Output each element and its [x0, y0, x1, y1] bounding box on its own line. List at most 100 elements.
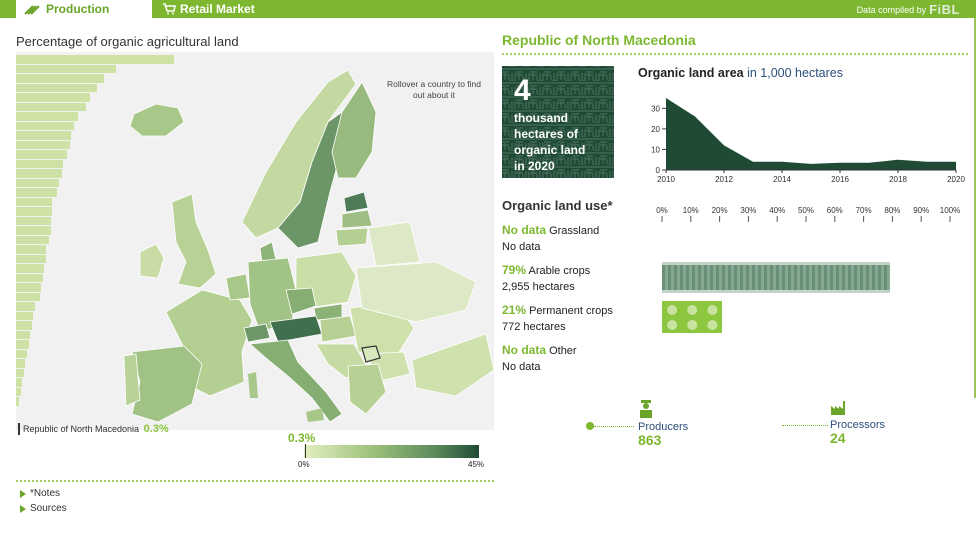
ranking-bar — [16, 216, 51, 225]
ranking-bar — [16, 159, 64, 168]
sources-link[interactable]: Sources — [20, 503, 67, 514]
hectares-line-4: in 2020 — [514, 159, 555, 173]
percent-axis-label: 80% — [884, 206, 900, 215]
land-use-other[interactable]: No data Other No data — [502, 342, 577, 375]
producers-value: 863 — [638, 432, 662, 448]
area-chart-title-rest: in 1,000 hectares — [747, 66, 843, 80]
tab-retail-market-label: Retail Market — [180, 2, 255, 16]
top-tab-bar: Production Retail Market Data compiled b… — [0, 0, 976, 18]
percent-axis-label: 90% — [913, 206, 929, 215]
ranking-bar — [16, 368, 24, 377]
percent-axis-label: 20% — [712, 206, 728, 215]
legend-gradient-bar — [304, 445, 479, 458]
processors-connector — [782, 425, 828, 426]
percent-axis-label: 70% — [856, 206, 872, 215]
ranking-bars — [16, 55, 174, 407]
europe-map[interactable] — [16, 52, 494, 430]
producers-label: Producers — [638, 421, 689, 433]
arable-name: Arable crops — [528, 265, 591, 277]
legend-value: 0.3% — [288, 431, 316, 445]
cart-icon — [163, 3, 176, 15]
ranking-bar — [16, 226, 51, 235]
ranking-bar — [16, 273, 43, 282]
chevron-right-icon — [20, 504, 26, 513]
percent-axis-label: 100% — [940, 206, 960, 215]
tab-production[interactable]: Production — [16, 0, 152, 18]
ranking-bar — [16, 83, 97, 92]
ranking-bar — [16, 207, 53, 216]
land-use-permanent[interactable]: 21% Permanent crops 772 hectares — [502, 302, 613, 335]
permanent-detail: 772 hectares — [502, 321, 566, 333]
x-tick-label: 2010 — [657, 175, 675, 184]
grassland-pct: No data — [502, 223, 547, 237]
notes-link[interactable]: *Notes — [20, 488, 60, 499]
ranking-bar — [16, 264, 45, 273]
ranking-bar — [16, 188, 58, 197]
farmer-icon — [640, 400, 652, 418]
land-use-title: Organic land use* — [502, 198, 613, 213]
right-border — [974, 18, 976, 398]
selected-country-name: Republic of North Macedonia — [23, 424, 140, 434]
y-tick-label: 10 — [651, 145, 660, 154]
ranking-bar — [16, 55, 174, 64]
legend-min: 0% — [298, 460, 310, 469]
area-chart[interactable]: 0 10 20 30 2010 2012 2014 2016 2018 2020 — [638, 90, 968, 188]
legend-marker — [305, 444, 307, 458]
processors-value: 24 — [830, 430, 846, 446]
ranking-bar — [16, 197, 53, 206]
ranking-bar — [16, 178, 59, 187]
land-use-grassland[interactable]: No data Grassland No data — [502, 222, 599, 255]
hectares-number: 4 — [514, 74, 531, 107]
other-pct: No data — [502, 343, 547, 357]
x-tick-label: 2018 — [889, 175, 907, 184]
ranking-bar — [16, 169, 62, 178]
percent-axis-label: 30% — [740, 206, 756, 215]
ranking-bar — [16, 235, 50, 244]
arable-crops-bar[interactable] — [662, 262, 890, 293]
x-tick-label: 2020 — [947, 175, 965, 184]
permanent-name: Permanent crops — [529, 305, 613, 317]
sources-label: Sources — [30, 503, 67, 514]
legend-max: 45% — [468, 460, 485, 469]
arable-detail: 2,955 hectares — [502, 281, 575, 293]
ranking-bar — [16, 311, 34, 320]
selected-country-label: Republic of North Macedonia 0.3% — [18, 423, 169, 435]
ranking-bar — [16, 397, 20, 406]
ranking-bar — [16, 330, 31, 339]
producers-dot — [586, 422, 594, 430]
percent-axis-label: 60% — [827, 206, 843, 215]
percent-axis-label: 50% — [798, 206, 814, 215]
fibl-logo[interactable]: FiBL — [929, 2, 960, 17]
permanent-crops-bar[interactable] — [662, 301, 723, 333]
other-detail: No data — [502, 361, 541, 373]
other-name: Other — [549, 345, 577, 357]
ranking-bar — [16, 292, 40, 301]
chevron-right-icon — [20, 489, 26, 498]
area-chart-title-bold: Organic land area — [638, 66, 744, 80]
map-title: Percentage of organic agricultural land — [16, 34, 239, 49]
tab-retail-market[interactable]: Retail Market — [162, 0, 255, 18]
y-tick-label: 30 — [651, 104, 660, 113]
ranking-bar — [16, 245, 47, 254]
hectares-line-1: thousand — [514, 111, 568, 125]
ranking-bar — [16, 64, 116, 73]
factory-icon — [831, 401, 845, 415]
land-use-arable[interactable]: 79% Arable crops 2,955 hectares — [502, 262, 590, 295]
producers-connector — [594, 426, 634, 427]
ranking-bar — [16, 140, 70, 149]
ranking-bar — [16, 378, 23, 387]
producers-stat: Producers 863 — [638, 400, 688, 447]
ranking-bar — [16, 121, 75, 130]
hectares-text: thousand hectares of organic land in 202… — [514, 110, 602, 174]
data-compiled-by: Data compiled by FiBL — [857, 2, 960, 17]
compiled-label: Data compiled by — [856, 4, 927, 15]
arable-pct: 79% — [502, 263, 527, 277]
country-title: Republic of North Macedonia — [502, 32, 696, 48]
right-divider — [502, 53, 968, 55]
percent-axis-label: 40% — [769, 206, 785, 215]
weave-pattern-icon — [502, 66, 614, 178]
ranking-bar — [16, 283, 42, 292]
selected-country-value: 0.3% — [143, 423, 169, 435]
ranking-bar — [16, 150, 67, 159]
y-tick-label: 0 — [656, 166, 661, 175]
